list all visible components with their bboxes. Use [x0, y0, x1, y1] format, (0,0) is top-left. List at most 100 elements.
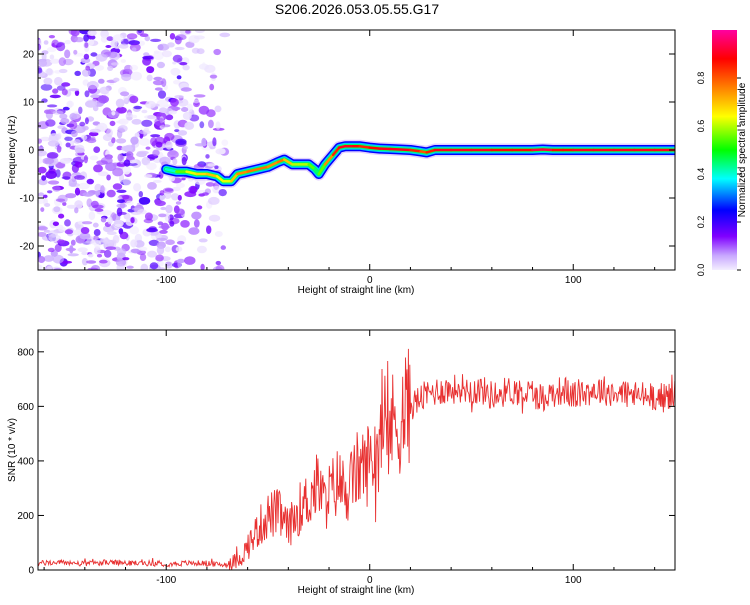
noise-blob	[47, 47, 57, 52]
noise-blob	[107, 217, 112, 225]
noise-blob	[93, 146, 100, 153]
noise-blob	[69, 27, 77, 35]
noise-blob	[118, 119, 128, 125]
noise-blob	[94, 229, 101, 236]
noise-blob	[78, 183, 89, 190]
noise-blob	[69, 245, 73, 253]
noise-blob	[176, 201, 181, 204]
noise-blob	[105, 45, 111, 48]
colorbar: 0.00.20.40.60.8 Normalized spectral ampl…	[696, 30, 748, 276]
noise-blob	[73, 50, 77, 55]
noise-blob	[182, 65, 189, 71]
noise-blob	[75, 148, 85, 154]
noise-blob	[64, 50, 70, 59]
noise-blob	[146, 228, 158, 232]
noise-blob	[197, 246, 207, 253]
noise-blob	[139, 247, 148, 251]
noise-blob	[167, 150, 179, 158]
noise-blob	[93, 164, 103, 172]
noise-blob	[194, 219, 200, 227]
noise-blob	[156, 142, 163, 148]
noise-blob	[33, 146, 44, 149]
noise-blob	[87, 30, 96, 36]
noise-blob	[38, 167, 47, 174]
noise-blob	[140, 253, 146, 261]
noise-blob	[141, 110, 147, 114]
noise-blob	[94, 240, 101, 248]
noise-blob	[67, 101, 72, 109]
noise-blob	[142, 56, 153, 60]
noise-blob	[117, 199, 125, 203]
noise-blob	[164, 192, 172, 199]
noise-blob	[106, 246, 117, 250]
noise-blob	[150, 39, 161, 42]
spectrogram-ylabel: Frequency (Hz)	[7, 116, 18, 185]
ridge-core-segment	[370, 148, 380, 149]
snr-ytick-label: 400	[17, 456, 34, 467]
noise-blob	[100, 185, 105, 193]
noise-blob	[215, 149, 225, 155]
noise-blob	[131, 217, 135, 223]
noise-blob	[143, 52, 149, 56]
noise-blob	[130, 240, 137, 248]
noise-blob	[169, 110, 177, 114]
noise-blob	[213, 49, 221, 55]
noise-blob	[147, 75, 153, 82]
noise-blob	[184, 256, 195, 265]
noise-blob	[158, 214, 166, 218]
noise-blob	[195, 29, 205, 34]
noise-blob	[210, 75, 217, 79]
noise-blob	[123, 166, 131, 175]
noise-blob	[133, 183, 141, 191]
noise-blob	[174, 95, 184, 98]
noise-blob	[176, 183, 185, 188]
noise-blob	[119, 44, 129, 49]
noise-blob	[160, 207, 166, 210]
noise-blob	[169, 221, 174, 227]
noise-blob	[130, 226, 140, 234]
noise-blob	[47, 190, 52, 193]
noise-blob	[147, 182, 157, 190]
noise-blob	[157, 62, 165, 68]
noise-blob	[85, 117, 89, 124]
noise-blob	[79, 122, 85, 127]
noise-blob	[170, 68, 180, 76]
noise-blob	[165, 205, 172, 214]
noise-blob	[173, 55, 183, 63]
colorbar-tick-label: 0.0	[696, 264, 706, 277]
noise-blob	[49, 35, 55, 38]
noise-blob	[155, 255, 164, 262]
noise-blob	[216, 265, 225, 273]
noise-blob	[131, 115, 137, 118]
noise-blob	[58, 214, 64, 219]
noise-blob	[64, 137, 73, 141]
noise-blob	[129, 96, 138, 104]
noise-blob	[74, 71, 81, 76]
noise-blob	[206, 182, 215, 187]
noise-blob	[82, 69, 91, 77]
noise-blob	[132, 159, 138, 162]
noise-blob	[101, 36, 108, 43]
noise-blob	[184, 122, 194, 130]
noise-blob	[116, 190, 126, 193]
ridge-core-segment	[543, 150, 553, 151]
noise-blob	[170, 33, 175, 40]
noise-blob	[159, 226, 171, 229]
noise-blob	[103, 134, 113, 141]
noise-blob	[56, 199, 65, 202]
colorbar-tick-label: 0.8	[696, 72, 706, 85]
noise-blob	[165, 141, 172, 150]
noise-blob	[96, 54, 107, 62]
noise-blob	[139, 197, 150, 205]
noise-blob	[69, 88, 79, 91]
noise-blob	[46, 267, 52, 272]
noise-blob	[120, 91, 129, 96]
noise-blob	[137, 209, 147, 214]
noise-blob	[118, 212, 127, 215]
noise-blob	[150, 134, 160, 137]
noise-blob	[62, 176, 71, 179]
noise-blob	[139, 130, 151, 135]
snr-ytick-label: 0	[28, 566, 34, 577]
snr-ytick-label: 800	[17, 347, 34, 358]
